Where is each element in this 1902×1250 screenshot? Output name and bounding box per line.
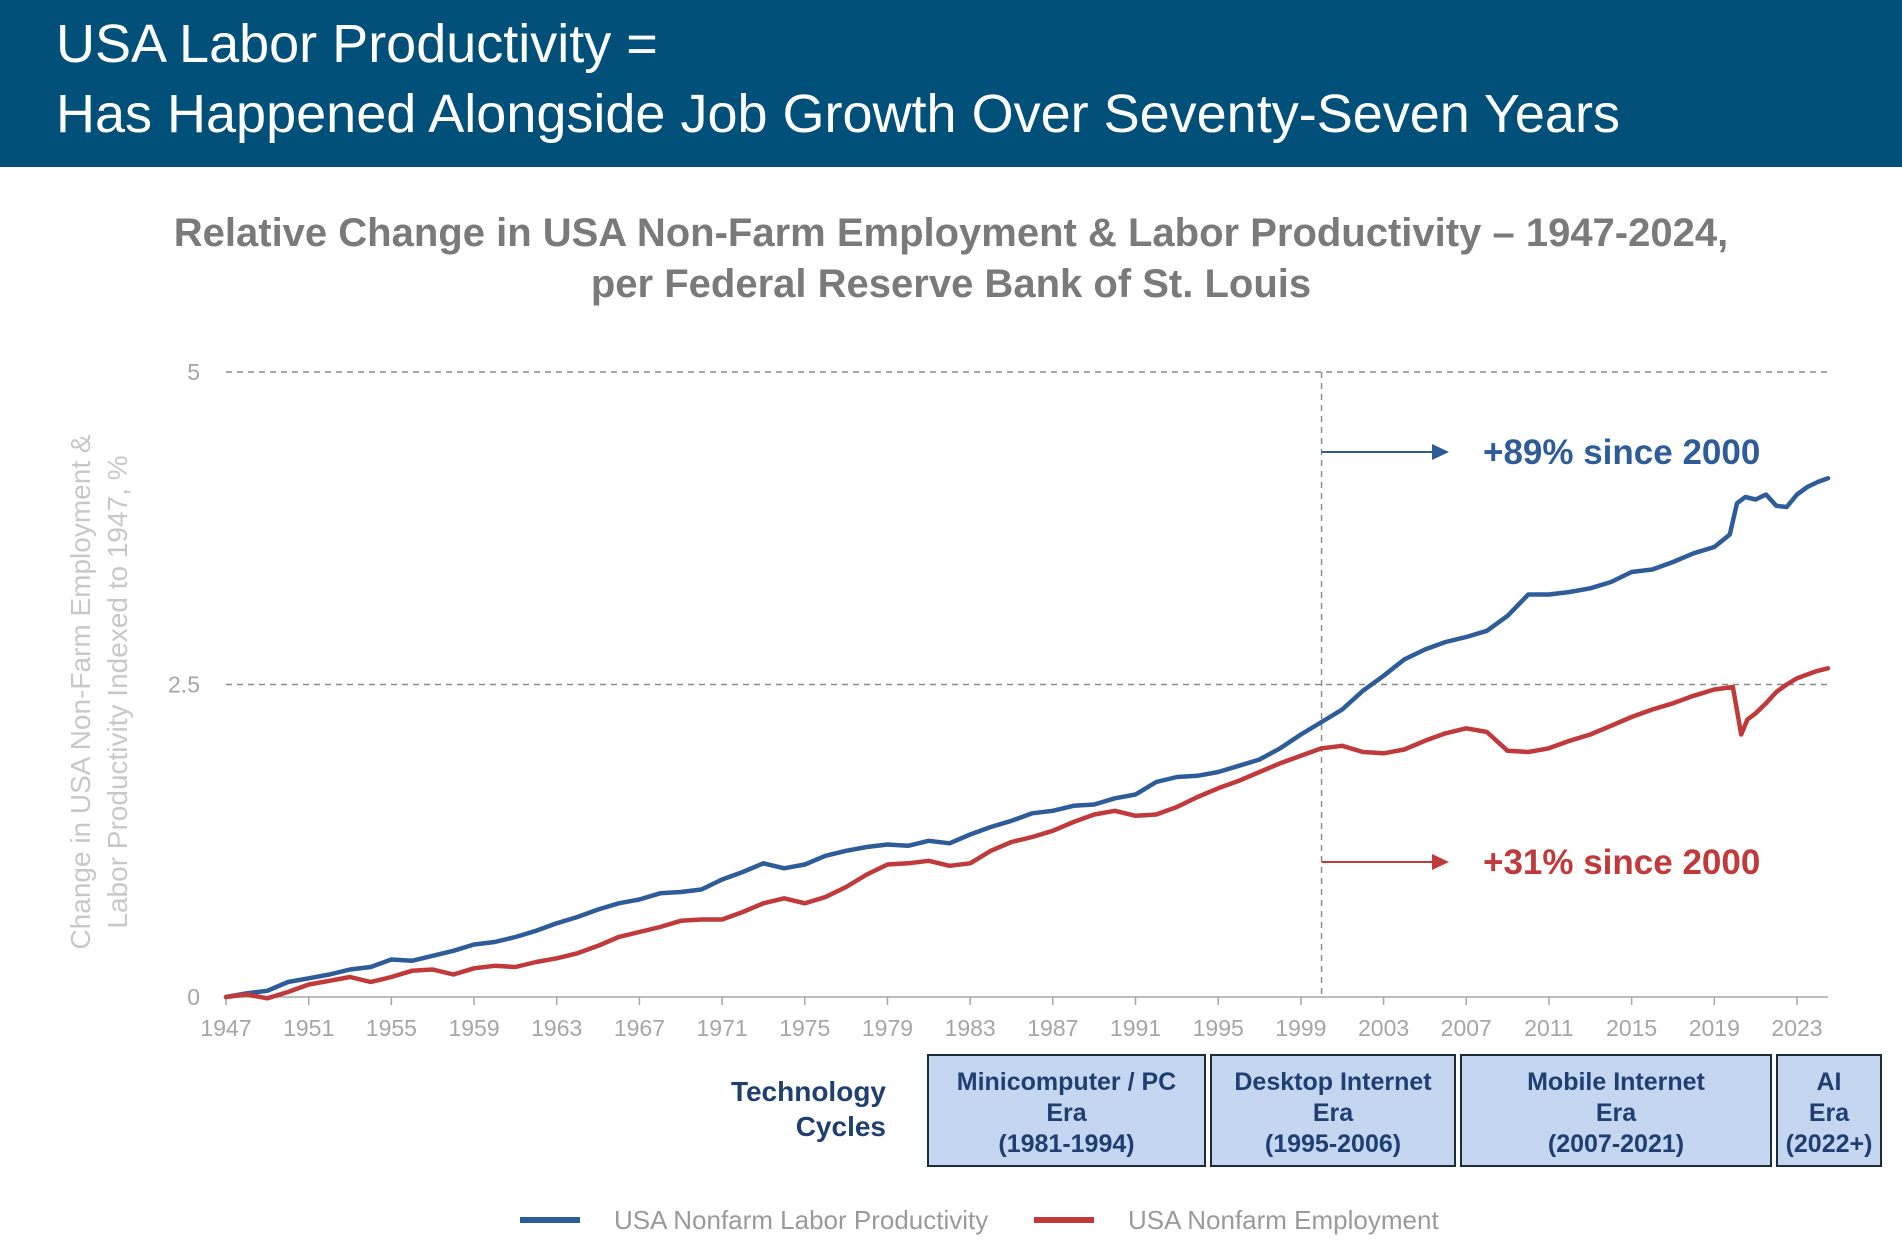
legend-item-productivity: USA Nonfarm Labor Productivity: [520, 1203, 988, 1237]
legend-swatch-employment: [1034, 1217, 1094, 1223]
x-tick-label: 2019: [1689, 1015, 1740, 1041]
era-label: Era: [1595, 1099, 1637, 1127]
technology-cycles-label-line-2: Cycles: [795, 1111, 886, 1142]
era-label: Era: [1808, 1099, 1850, 1127]
x-tick-label: 1995: [1193, 1015, 1244, 1041]
era-box-mobile-internet: Mobile Internet Era (2007-2021): [1460, 1054, 1772, 1167]
y-axis-label-line-1: Change in USA Non-Farm Employment &: [65, 434, 96, 949]
era-box-desktop-internet: Desktop Internet Era (1995-2006): [1210, 1054, 1456, 1167]
y-tick-label: 0: [187, 984, 200, 1010]
annotation-productivity: +89% since 2000: [1483, 433, 1760, 472]
era-name: AI: [1816, 1068, 1842, 1096]
era-name: Desktop Internet: [1234, 1068, 1432, 1096]
era-years: (1981-1994): [998, 1130, 1135, 1158]
page-title-line-1: USA Labor Productivity =: [56, 14, 658, 74]
x-tick-label: 2007: [1441, 1015, 1492, 1041]
y-tick-label: 5: [187, 359, 200, 385]
y-axis-label-line-2: Labor Productivity Indexed to 1947, %: [102, 455, 133, 928]
y-tick-label: 2.5: [168, 672, 200, 698]
era-years: (1995-2006): [1264, 1130, 1402, 1158]
legend-label-employment: USA Nonfarm Employment: [1128, 1204, 1439, 1235]
legend-item-employment: USA Nonfarm Employment: [1034, 1203, 1439, 1237]
technology-cycles-label-line-1: Technology: [730, 1076, 886, 1107]
x-tick-label: 2023: [1771, 1015, 1822, 1041]
chart-title-line-2: per Federal Reserve Bank of St. Louis: [590, 262, 1312, 306]
era-label: Era: [1312, 1099, 1354, 1127]
header-banner: USA Labor Productivity = Has Happened Al…: [0, 0, 1902, 167]
series-lines: [223, 476, 1831, 1001]
era-label: Era: [1046, 1099, 1087, 1127]
chart-title-line-1: Relative Change in USA Non-Farm Employme…: [173, 211, 1729, 255]
legend-swatch-productivity: [520, 1217, 580, 1223]
grid-lines: [226, 371, 1828, 997]
x-tick-label: 1947: [200, 1015, 251, 1041]
x-tick-label: 1971: [697, 1015, 748, 1041]
x-tick-label: 1975: [779, 1015, 830, 1041]
era-name: Mobile Internet: [1527, 1068, 1705, 1096]
x-tick-label: 1951: [283, 1015, 334, 1041]
series-line-productivity: [223, 476, 1831, 1000]
x-tick-label: 2011: [1524, 1015, 1573, 1041]
series-line-employment: [223, 666, 1831, 1001]
era-name: Minicomputer / PC: [956, 1068, 1177, 1096]
era-years: (2022+): [1785, 1130, 1873, 1158]
x-tick-label: 1987: [1027, 1015, 1078, 1041]
x-tick-label: 1963: [531, 1015, 582, 1041]
x-tick-label: 1991: [1110, 1015, 1161, 1041]
annotation-arrow-head: [1432, 444, 1449, 460]
x-tick-label: 1955: [366, 1015, 417, 1041]
page-title-line-2: Has Happened Alongside Job Growth Over S…: [56, 84, 1620, 144]
axes: 0 2.5 5 1947 1951 1955 1959 1963 1967 1971 1975 197…: [168, 359, 1828, 1041]
x-tick-label: 2015: [1606, 1015, 1657, 1041]
x-tick-label: 2003: [1358, 1015, 1409, 1041]
x-tick-label: 1967: [614, 1015, 665, 1041]
era-years: (2007-2021): [1547, 1130, 1685, 1158]
annotation-arrow-head: [1432, 854, 1449, 870]
annotations: +89% since 2000 +31% since 2000: [1321, 433, 1760, 882]
x-tick-label: 1979: [862, 1015, 913, 1041]
era-box-ai: AI Era (2022+): [1776, 1054, 1882, 1167]
x-tick-label: 1999: [1275, 1015, 1326, 1041]
technology-cycles-label: Technology Cycles: [731, 1074, 886, 1144]
x-tick-label: 1983: [945, 1015, 996, 1041]
x-tick-label: 1959: [448, 1015, 499, 1041]
legend-label-productivity: USA Nonfarm Labor Productivity: [614, 1204, 989, 1235]
era-box-minicomputer-pc: Minicomputer / PC Era (1981-1994): [927, 1054, 1206, 1167]
annotation-employment: +31% since 2000: [1483, 843, 1760, 882]
